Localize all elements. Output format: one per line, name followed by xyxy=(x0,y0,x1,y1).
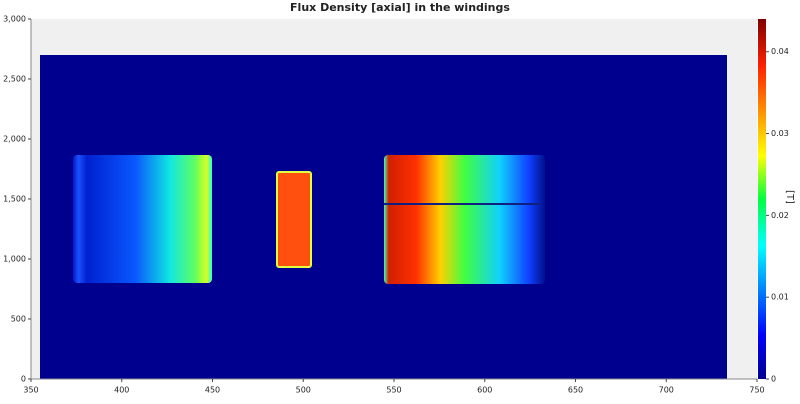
chart-title: Flux Density [axial] in the windings xyxy=(290,1,510,14)
y-tick-label: 1,500 xyxy=(3,195,26,204)
winding-right xyxy=(384,155,545,284)
x-tick-label: 500 xyxy=(296,386,311,395)
winding-left xyxy=(73,155,212,283)
colorbar xyxy=(758,19,766,379)
x-tick-label: 400 xyxy=(114,386,129,395)
x-tick-label: 450 xyxy=(205,386,220,395)
x-tick-label: 600 xyxy=(477,386,492,395)
y-tick-label: 500 xyxy=(11,315,26,324)
y-tick-label: 2,000 xyxy=(3,135,26,144)
y-tick-label: 3,000 xyxy=(3,15,26,24)
y-tick-label: 2,500 xyxy=(3,75,26,84)
colorbar-tick-label: 0 xyxy=(771,375,776,384)
colorbar-label: [T] xyxy=(784,190,795,204)
colorbar-tick-label: 0.02 xyxy=(771,211,789,220)
x-tick-label: 750 xyxy=(749,386,764,395)
x-tick-label: 700 xyxy=(659,386,674,395)
winding-middle xyxy=(276,171,312,268)
y-tick-label: 1,000 xyxy=(3,255,26,264)
x-tick-label: 650 xyxy=(568,386,583,395)
x-tick-label: 550 xyxy=(386,386,401,395)
y-tick-label: 0 xyxy=(21,375,26,384)
colorbar-tick-label: 0.01 xyxy=(771,293,789,302)
x-tick-label: 350 xyxy=(23,386,38,395)
colorbar-tick-label: 0.04 xyxy=(771,47,789,56)
colorbar-tick-label: 0.03 xyxy=(771,129,789,138)
